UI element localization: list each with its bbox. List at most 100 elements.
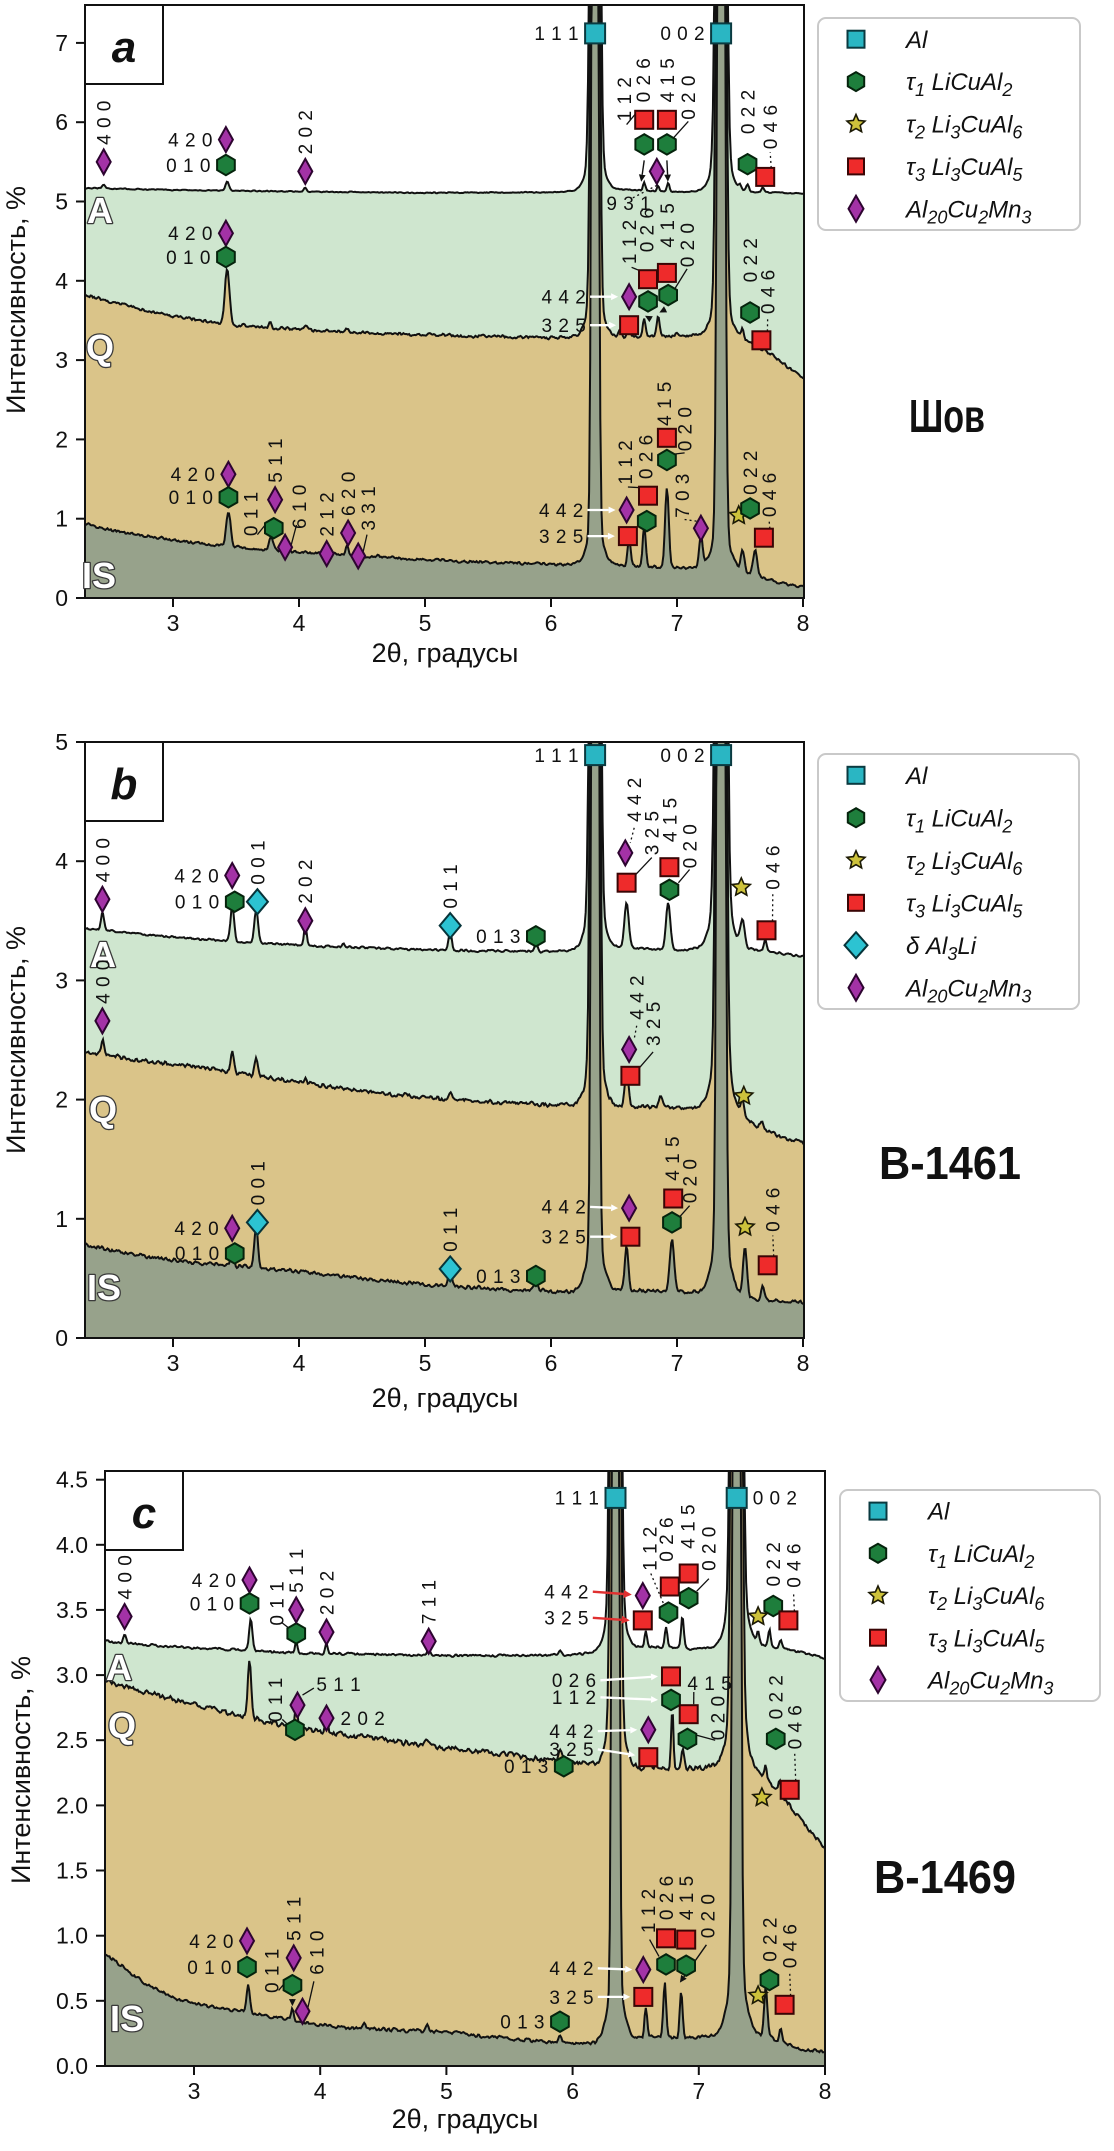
svg-text:2 0 2: 2 0 2 [317, 1570, 338, 1615]
svg-text:τ3​ Li3​CuAl5​: τ3​ Li3​CuAl5​ [928, 1625, 1045, 1656]
svg-text:τ3​ Li3​CuAl5​: τ3​ Li3​CuAl5​ [906, 890, 1023, 921]
svg-text:4 0 0: 4 0 0 [115, 1555, 136, 1600]
svg-text:0 4 6: 0 4 6 [760, 472, 781, 517]
svg-text:0 1 0: 0 1 0 [175, 893, 220, 914]
svg-text:Интенсивность, %: Интенсивность, % [1, 926, 31, 1154]
svg-text:1.0: 1.0 [56, 1923, 88, 1949]
svg-text:2.5: 2.5 [56, 1727, 88, 1753]
svg-text:IS: IS [87, 1267, 121, 1308]
svg-text:0 2 0: 0 2 0 [680, 824, 701, 869]
svg-text:0 2 2: 0 2 2 [767, 1675, 788, 1720]
svg-text:0 1 0: 0 1 0 [166, 156, 211, 177]
svg-text:3: 3 [188, 2078, 201, 2104]
svg-text:1 1 2: 1 1 2 [615, 77, 636, 122]
svg-text:0 2 0: 0 2 0 [678, 223, 699, 268]
svg-text:Al: Al [904, 763, 928, 790]
svg-text:Шов: Шов [909, 390, 985, 442]
svg-text:4 4 2: 4 4 2 [539, 501, 584, 522]
svg-text:3 3 1: 3 3 1 [359, 486, 380, 531]
svg-text:0 2 2: 0 2 2 [764, 1542, 785, 1587]
svg-text:A: A [106, 1647, 132, 1688]
svg-text:Q: Q [108, 1705, 136, 1746]
svg-text:c: c [132, 1489, 156, 1538]
svg-text:4 4 2: 4 4 2 [625, 777, 646, 822]
svg-text:0 4 6: 0 4 6 [784, 1543, 805, 1588]
svg-text:Интенсивность, %: Интенсивность, % [1, 186, 31, 414]
svg-text:7: 7 [671, 610, 684, 636]
svg-text:A: A [87, 190, 113, 231]
svg-text:4 4 2: 4 4 2 [549, 1959, 594, 1980]
svg-text:1.5: 1.5 [56, 1858, 88, 1884]
svg-text:4: 4 [314, 2078, 327, 2104]
svg-text:4 2 0: 4 2 0 [171, 465, 216, 486]
svg-text:0 2 2: 0 2 2 [738, 89, 759, 134]
svg-text:4 2 0: 4 2 0 [174, 1219, 219, 1240]
svg-text:Al20​Cu2​Mn3​: Al20​Cu2​Mn3​ [904, 975, 1031, 1006]
svg-text:3.0: 3.0 [56, 1662, 88, 1688]
svg-text:1: 1 [55, 506, 68, 532]
svg-text:4 2 0: 4 2 0 [192, 1571, 237, 1592]
svg-text:4 2 0: 4 2 0 [168, 131, 213, 152]
svg-text:5: 5 [440, 2078, 453, 2104]
svg-text:0 1 3: 0 1 3 [504, 1757, 549, 1778]
svg-text:0 1 0: 0 1 0 [190, 1594, 235, 1615]
svg-text:δ Al3​Li: δ Al3​Li [906, 933, 977, 964]
svg-text:4 4 2: 4 4 2 [544, 1583, 589, 1604]
svg-text:0 2 6: 0 2 6 [636, 434, 657, 479]
svg-text:4 4 2: 4 4 2 [542, 1198, 587, 1219]
svg-text:4: 4 [293, 1350, 306, 1376]
svg-text:0 2 0: 0 2 0 [699, 1894, 720, 1939]
svg-text:0 4 6: 0 4 6 [764, 1187, 785, 1232]
svg-text:2.0: 2.0 [56, 1792, 88, 1818]
svg-text:0 2 6: 0 2 6 [638, 208, 659, 253]
svg-text:0 1 1: 0 1 1 [268, 1581, 289, 1626]
svg-text:τ3​ Li3​CuAl5​: τ3​ Li3​CuAl5​ [906, 154, 1023, 185]
svg-text:7 1 1: 7 1 1 [420, 1579, 441, 1624]
svg-text:IS: IS [82, 555, 116, 596]
svg-text:4: 4 [55, 268, 68, 294]
svg-text:4.0: 4.0 [56, 1532, 88, 1558]
svg-text:6 1 0: 6 1 0 [307, 1930, 328, 1975]
svg-text:0 1 0: 0 1 0 [175, 1244, 220, 1265]
svg-text:6 1 0: 6 1 0 [290, 484, 311, 529]
svg-text:0 2 0: 0 2 0 [680, 1159, 701, 1204]
svg-text:5 1 1: 5 1 1 [285, 1896, 306, 1941]
svg-text:2: 2 [55, 426, 68, 452]
svg-text:0 2 6: 0 2 6 [552, 1671, 597, 1692]
svg-text:Q: Q [86, 327, 114, 368]
svg-text:1 1 1: 1 1 1 [534, 746, 579, 767]
svg-text:4 0 0: 4 0 0 [95, 100, 116, 145]
svg-text:5: 5 [55, 729, 68, 755]
svg-text:1: 1 [55, 1206, 68, 1232]
svg-text:3 2 5: 3 2 5 [549, 1740, 594, 1761]
svg-text:0 0 1: 0 0 1 [248, 1161, 269, 1206]
svg-text:1 1 2: 1 1 2 [552, 1688, 597, 1709]
svg-text:4 1 5: 4 1 5 [660, 797, 681, 842]
svg-text:4 1 5: 4 1 5 [687, 1674, 732, 1695]
svg-text:6: 6 [55, 109, 68, 135]
svg-text:2 0 2: 2 0 2 [296, 110, 317, 155]
svg-text:4: 4 [55, 848, 68, 874]
svg-text:9 3 1: 9 3 1 [606, 194, 651, 215]
svg-text:5 1 1: 5 1 1 [316, 1675, 361, 1696]
svg-text:7: 7 [55, 30, 68, 56]
svg-text:τ2​ Li3​CuAl6​: τ2​ Li3​CuAl6​ [906, 112, 1023, 143]
svg-text:0 2 2: 0 2 2 [760, 1917, 781, 1962]
svg-text:В-1461: В-1461 [879, 1137, 1021, 1189]
svg-text:2θ, градусы: 2θ, градусы [372, 1383, 519, 1413]
svg-text:5 1 1: 5 1 1 [287, 1548, 308, 1593]
svg-text:3 2 5: 3 2 5 [542, 1228, 587, 1249]
svg-text:5 1 1: 5 1 1 [266, 438, 287, 483]
svg-text:0 2 6: 0 2 6 [657, 1875, 678, 1920]
svg-text:0 1 1: 0 1 1 [441, 1207, 462, 1252]
svg-text:Интенсивность, %: Интенсивность, % [6, 1656, 36, 1884]
svg-text:0 1 3: 0 1 3 [500, 2013, 545, 2034]
svg-text:0 4 6: 0 4 6 [781, 1924, 802, 1969]
svg-text:0 1 0: 0 1 0 [166, 248, 211, 269]
svg-text:4 4 2: 4 4 2 [542, 288, 587, 309]
svg-text:4: 4 [293, 610, 306, 636]
svg-text:0 2 0: 0 2 0 [709, 1695, 730, 1740]
svg-text:1 1 2: 1 1 2 [639, 1888, 660, 1933]
svg-text:4 1 5: 4 1 5 [677, 1875, 698, 1920]
svg-text:4 4 2: 4 4 2 [549, 1722, 594, 1743]
